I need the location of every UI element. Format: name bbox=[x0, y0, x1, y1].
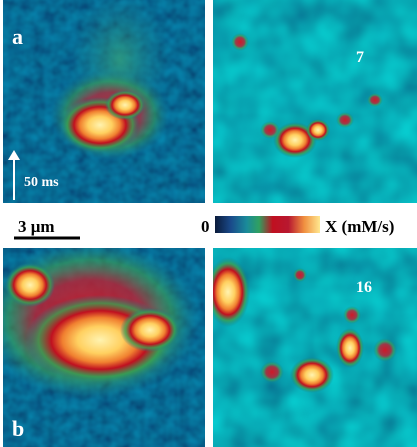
scale-bar-label: 3 μm bbox=[18, 217, 55, 236]
panel-7-image bbox=[213, 0, 417, 203]
panel-label: b bbox=[12, 416, 24, 441]
figure: a 7 b 16 50 ms 3 μm 0 X (mM/s) bbox=[0, 0, 417, 447]
panel-16-image bbox=[206, 248, 417, 447]
panel-b-image bbox=[0, 240, 205, 447]
page: a 7 b 16 50 ms 3 μm 0 X (mM/s) (() => { … bbox=[0, 0, 417, 447]
colorbar-min: 0 bbox=[201, 217, 210, 236]
panel-label: 16 bbox=[356, 279, 372, 296]
panel-label: 7 bbox=[356, 49, 364, 66]
colorbar-max: X (mM/s) bbox=[325, 217, 394, 236]
panel-a-image bbox=[3, 0, 205, 203]
panel-label: a bbox=[12, 24, 23, 49]
colorbar bbox=[215, 216, 320, 233]
time-bar-label: 50 ms bbox=[24, 175, 59, 190]
